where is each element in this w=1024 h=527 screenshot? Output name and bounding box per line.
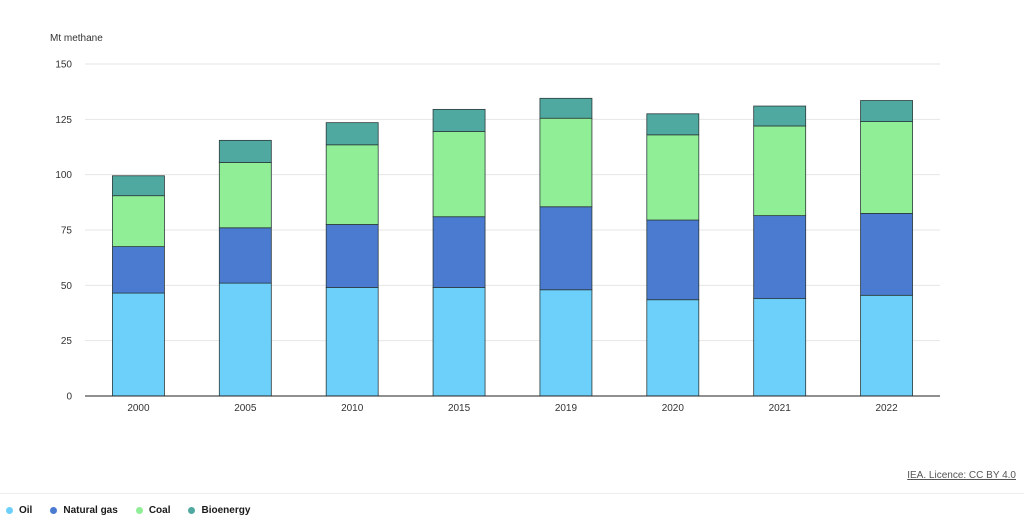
bar-segment-natural-gas[interactable]	[218, 227, 272, 284]
y-tick-label: 0	[66, 392, 72, 403]
bar-segment-coal[interactable]	[112, 195, 165, 247]
bar-segment-oil[interactable]	[218, 282, 272, 397]
legend-item-natural-gas[interactable]: Natural gas	[50, 505, 118, 516]
bar-segment-natural-gas[interactable]	[112, 246, 165, 294]
bars	[112, 97, 913, 397]
source-licence-link[interactable]: IEA. Licence: CC BY 4.0	[907, 470, 1016, 481]
bar-segment-coal[interactable]	[646, 134, 700, 221]
x-tick-label: 2000	[127, 403, 150, 414]
legend-swatch	[6, 507, 13, 514]
legend: Oil Natural gas Coal Bioenergy	[6, 505, 250, 516]
legend-item-coal[interactable]: Coal	[135, 505, 171, 516]
x-tick-label: 2020	[662, 403, 685, 414]
bar-segment-oil[interactable]	[112, 292, 165, 397]
y-tick-label: 25	[61, 336, 73, 347]
axes: 0 25 50 75 100 125 150 2000 2005 2010 2015 2019 2020…	[55, 60, 940, 414]
x-tick-label: 2010	[341, 403, 364, 414]
bar-segment-natural-gas[interactable]	[860, 212, 913, 296]
x-tick-label: 2021	[769, 403, 792, 414]
y-tick-label: 100	[55, 170, 72, 181]
stacked-bar-chart: 0 25 50 75 100 125 150 2000 2005 2010 2015 2019 2020…	[50, 33, 940, 414]
bar-segment-bioenergy[interactable]	[753, 105, 807, 127]
y-tick-label: 125	[55, 115, 72, 126]
bar-segment-natural-gas[interactable]	[432, 216, 486, 288]
legend-swatch	[188, 507, 196, 514]
bar-segment-bioenergy[interactable]	[218, 139, 272, 163]
legend-item-oil[interactable]: Oil	[6, 505, 32, 516]
bar-segment-bioenergy[interactable]	[646, 113, 700, 136]
legend-swatch	[50, 507, 58, 514]
y-tick-label: 50	[61, 281, 73, 292]
legend-label: Coal	[148, 505, 171, 516]
bar-segment-oil[interactable]	[753, 298, 807, 397]
bar-segment-coal[interactable]	[325, 144, 379, 225]
gridlines	[85, 63, 940, 342]
legend-label: Bioenergy	[201, 505, 251, 516]
bar-segment-oil[interactable]	[646, 299, 700, 397]
bar-segment-coal[interactable]	[753, 125, 807, 217]
bar-segment-bioenergy[interactable]	[432, 108, 486, 132]
bar-segment-bioenergy[interactable]	[112, 175, 165, 197]
bar-segment-oil[interactable]	[325, 287, 379, 397]
x-tick-label: 2015	[448, 403, 471, 414]
y-axis-unit-label: Mt methane	[50, 33, 103, 44]
legend-item-bioenergy[interactable]: Bioenergy	[188, 505, 250, 516]
bar-segment-coal[interactable]	[432, 131, 486, 218]
legend-label: Oil	[19, 505, 33, 516]
divider	[0, 493, 1024, 494]
legend-label: Natural gas	[63, 505, 118, 516]
y-tick-label: 75	[61, 226, 73, 237]
bar-segment-bioenergy[interactable]	[539, 97, 593, 119]
bar-segment-coal[interactable]	[539, 117, 593, 208]
bar-segment-oil[interactable]	[432, 287, 486, 397]
bar-segment-natural-gas[interactable]	[753, 215, 807, 300]
bar-segment-bioenergy[interactable]	[860, 100, 913, 122]
y-tick-label: 150	[55, 60, 72, 71]
bar-segment-bioenergy[interactable]	[325, 122, 379, 146]
x-tick-label: 2005	[234, 403, 257, 414]
bar-segment-natural-gas[interactable]	[646, 219, 700, 301]
bar-segment-natural-gas[interactable]	[539, 206, 593, 291]
legend-swatch	[135, 507, 143, 514]
x-tick-label: 2019	[555, 403, 578, 414]
bar-segment-coal[interactable]	[860, 121, 913, 214]
bar-segment-oil[interactable]	[860, 294, 913, 397]
bar-segment-oil[interactable]	[539, 289, 593, 397]
bar-segment-natural-gas[interactable]	[325, 224, 379, 288]
x-tick-label: 2022	[875, 403, 898, 414]
bar-segment-coal[interactable]	[218, 162, 272, 229]
